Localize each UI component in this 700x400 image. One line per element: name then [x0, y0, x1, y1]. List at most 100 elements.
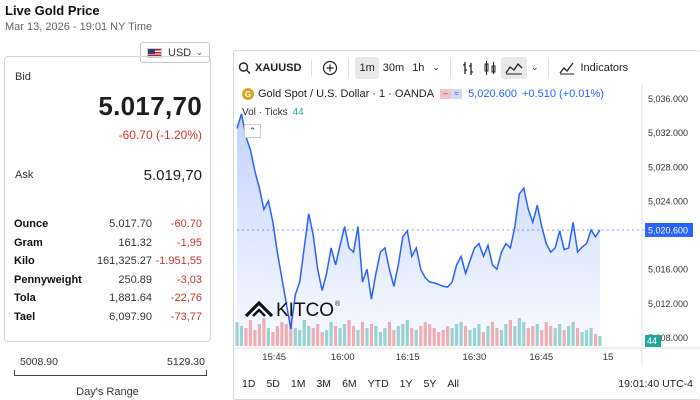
- plus-circle-icon: [323, 60, 338, 75]
- volume-label: Vol · Ticks: [242, 107, 288, 118]
- range-label: Day's Range: [76, 386, 139, 398]
- unit-row: Tael 6,097.90 -73,77: [14, 308, 202, 327]
- x-tick-label: 16:15: [396, 352, 420, 363]
- unit-price: 5.017.70: [109, 218, 152, 231]
- unit-name: Ounce: [14, 218, 49, 231]
- unit-change: -3,03: [176, 273, 202, 286]
- y-tick-label: 5,012.000: [648, 299, 688, 309]
- area-chart-icon: [505, 62, 523, 74]
- unit-row: Tola 1,881.64 -22,76: [14, 289, 202, 308]
- range-3m[interactable]: 3M: [316, 378, 332, 390]
- chart-clock[interactable]: 19:01:40 UTC-4: [618, 378, 693, 390]
- x-tick-label: 15:45: [262, 352, 286, 363]
- style-menu-chevron-icon[interactable]: ⌄: [530, 62, 539, 72]
- unit-price: 161.32: [118, 236, 152, 249]
- bars-style-button[interactable]: [457, 57, 479, 79]
- legend-chip: – ≈: [440, 89, 463, 99]
- y-tick-label: 5,028.000: [648, 162, 688, 172]
- days-range: 5008.90 5129.30 Day's Range: [4, 346, 211, 400]
- unit-row: Pennyweight 250.89 -3,03: [14, 271, 202, 290]
- range-low: 5008.90: [20, 356, 58, 368]
- interval-1h[interactable]: 1h: [412, 61, 425, 74]
- x-tick-label: 16:45: [529, 352, 553, 363]
- legend-price: 5,020.600: [468, 88, 517, 100]
- range-6m[interactable]: 6M: [342, 378, 357, 390]
- kitco-logo: KITCO ®: [244, 300, 341, 321]
- unit-name: Tael: [14, 310, 36, 323]
- unit-change: -22,76: [170, 292, 202, 305]
- us-flag-icon: [147, 47, 162, 58]
- range-selector: 1D 5D 1M 3M 6M YTD 1Y 5Y All 19:01:40 UT…: [234, 367, 700, 400]
- collapse-legend-button[interactable]: ⌃: [244, 124, 261, 138]
- symbol-label: XAUUSD: [255, 61, 302, 74]
- bid-change: -60.70 (-1.20%): [118, 128, 202, 142]
- range-bar: [14, 370, 207, 376]
- interval-menu-chevron-icon[interactable]: ⌄: [432, 62, 440, 72]
- unit-row: Kilo 161,325.27 -1.951,55: [14, 252, 202, 271]
- currency-select[interactable]: USD ⌄: [140, 42, 210, 63]
- x-tick-label: 16:30: [463, 352, 487, 363]
- bid-label: Bid: [15, 71, 31, 83]
- y-tick-label: 5,036.000: [648, 94, 688, 104]
- unit-change: -1,95: [176, 236, 202, 249]
- page-title: Live Gold Price: [5, 3, 100, 18]
- volume-value: 44: [292, 107, 304, 118]
- last-price-tag: [645, 222, 693, 237]
- unit-table: Ounce 5.017.70 -60.70 Gram 161.32 -1,95 Kilo…: [14, 215, 202, 326]
- chevron-down-icon: ⌄: [195, 47, 203, 57]
- price-chart: XAUUSD 1m 30m 1h ⌄ ⌄ Indicators: [233, 50, 700, 400]
- ask-price: 5.019,70: [143, 167, 202, 184]
- price-line: [236, 113, 601, 330]
- bar-chart-icon: [462, 61, 473, 75]
- currency-code: USD: [168, 46, 192, 59]
- volume-tag: [645, 335, 661, 347]
- range-5y[interactable]: 5Y: [423, 378, 437, 390]
- unit-change: -60.70: [170, 218, 202, 231]
- unit-name: Pennyweight: [14, 273, 82, 286]
- interval-1m[interactable]: 1m: [355, 56, 379, 79]
- range-1d[interactable]: 1D: [242, 378, 256, 390]
- candlestick-icon: [484, 60, 496, 75]
- unit-change: -1.951,55: [155, 255, 202, 268]
- indicators-icon: [559, 62, 575, 74]
- y-tick-label: 5,008.000: [648, 333, 688, 343]
- y-tick-label: 5,032.000: [648, 128, 688, 138]
- unit-name: Gram: [14, 236, 43, 249]
- y-tick-label: 5,016.000: [648, 265, 688, 275]
- gold-symbol-icon: G: [242, 88, 254, 100]
- range-all[interactable]: All: [447, 378, 460, 390]
- chart-legend: G Gold Spot / U.S. Dollar · 1 · OANDA – ≈…: [242, 88, 604, 100]
- interval-30m[interactable]: 30m: [382, 61, 405, 74]
- unit-price: 1,881.64: [109, 292, 152, 305]
- bid-price: 5.017,70: [98, 91, 202, 121]
- range-5d[interactable]: 5D: [266, 378, 280, 390]
- search-icon: [238, 61, 251, 74]
- svg-text:KITCO: KITCO: [276, 300, 334, 321]
- x-tick-label: 16:00: [331, 352, 355, 363]
- candles-style-button[interactable]: [479, 57, 501, 79]
- legend-change: +0.510 (+0.01%): [522, 88, 604, 100]
- approx-icon: ≈: [451, 89, 463, 99]
- unit-row: Gram 161.32 -1,95: [14, 234, 202, 253]
- ask-label: Ask: [15, 169, 34, 181]
- last-price-tag-label: 5,020.600: [648, 225, 688, 235]
- unit-price: 250.89: [118, 273, 152, 286]
- unit-change: -73,77: [170, 310, 202, 323]
- quote-panel: Bid 5.017,70 -60.70 (-1.20%) Ask 5.019,7…: [4, 56, 211, 342]
- chart-plot-area[interactable]: 5,036.000 5,032.000 5,028.000 5,024.000 5,02…: [234, 84, 700, 367]
- unit-row: Ounce 5.017.70 -60.70: [14, 215, 202, 234]
- range-1m[interactable]: 1M: [290, 378, 306, 390]
- range-1y[interactable]: 1Y: [399, 378, 413, 390]
- indicators-label: Indicators: [580, 61, 629, 74]
- indicators-button[interactable]: Indicators: [555, 57, 632, 79]
- compare-button[interactable]: [318, 57, 342, 79]
- price-area-fill: [237, 113, 600, 347]
- minus-icon: –: [440, 89, 452, 99]
- range-high: 5129.30: [167, 356, 205, 368]
- area-style-button[interactable]: [500, 56, 527, 79]
- y-tick-label: 5,024.000: [648, 196, 688, 206]
- symbol-search[interactable]: XAUUSD: [234, 57, 305, 79]
- unit-price: 161,325.27: [96, 255, 152, 268]
- x-tick-label: 15: [603, 352, 614, 363]
- range-ytd[interactable]: YTD: [367, 378, 389, 390]
